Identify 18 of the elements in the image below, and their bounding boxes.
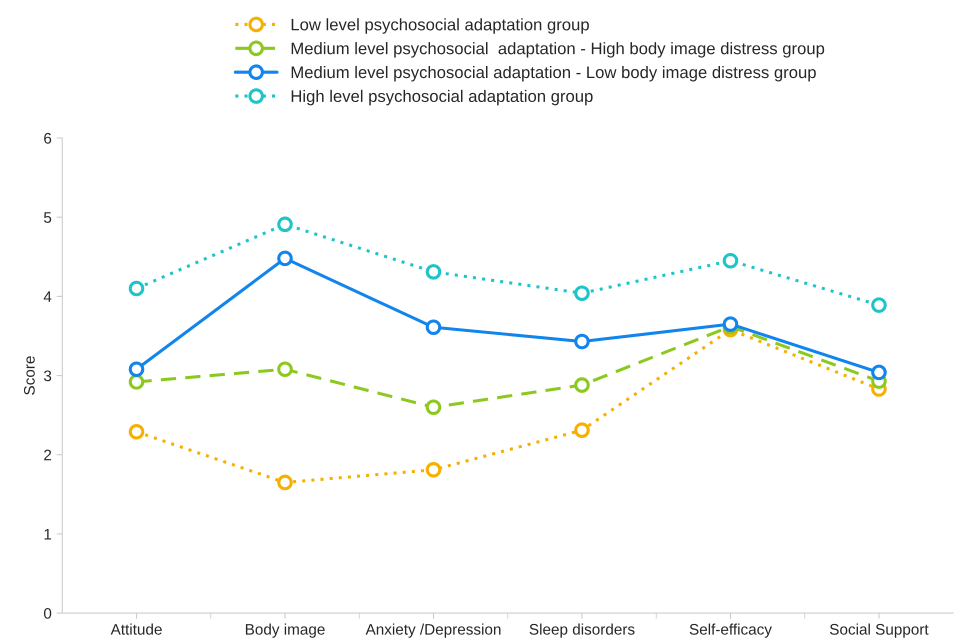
legend-label: Medium level psychosocial adaptation - Low body image distress group [292,66,816,82]
x-tick-label: Sleep disorders [530,624,635,638]
x-tick-label: Anxiety /Depression [366,624,500,638]
x-tick-label: Attitude [110,624,162,635]
y-tick-label: 4 [44,291,52,302]
x-tick-label: Self-efficacy [690,624,772,638]
y-tick-label: 3 [44,370,52,382]
legend-label: High level psychosocial adaptation group [292,90,593,106]
legend-label: Medium level psychosocial adaptation - High body image distress group [292,42,824,58]
x-tick-label: Body image [246,624,325,638]
y-tick-label: 2 [44,450,52,460]
x-tick-label: Social Support [830,624,929,638]
y-tick-label: 5 [44,212,52,223]
legend-label: Low level psychosocial adaptation group [292,18,589,34]
y-tick-label: 0 [44,608,52,619]
y-axis-title: Score [24,356,35,395]
y-tick-label: 1 [44,528,52,540]
y-tick-label: 6 [44,132,52,144]
